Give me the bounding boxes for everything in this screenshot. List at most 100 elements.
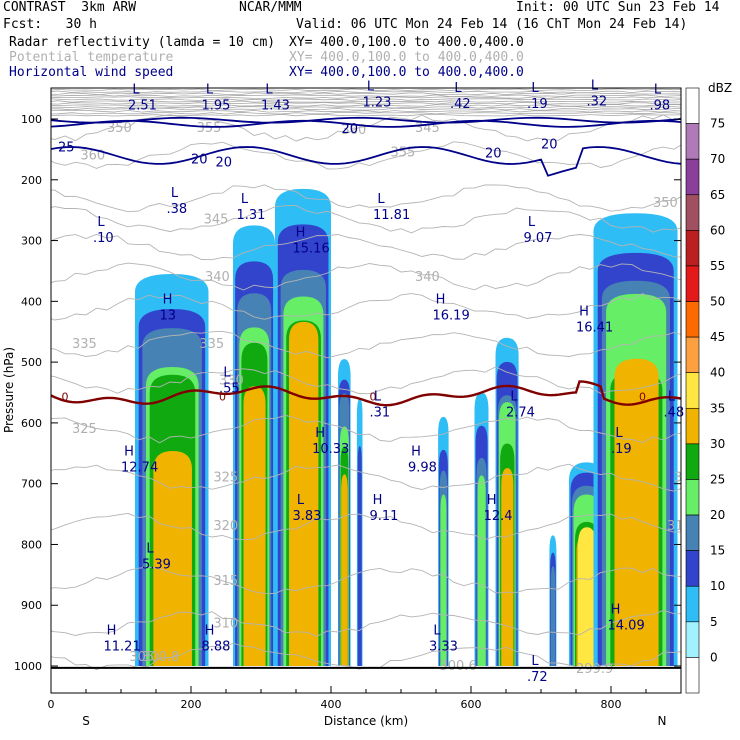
theta-contour-line (51, 102, 681, 105)
reflectivity-contour-10dbz (357, 446, 362, 667)
extremum-low-marker: L (297, 493, 305, 508)
y-tick-label: 600 (21, 417, 42, 430)
theta-contour-line (51, 98, 681, 101)
theta-contour-label: 300.6 (440, 659, 477, 674)
extremum-value-label: .55 (219, 381, 240, 396)
colorbar-swatch (685, 123, 700, 160)
theta-contour-label: 360 (80, 148, 105, 163)
theta-contour-line (51, 205, 681, 234)
theta-contour-line (51, 111, 681, 115)
extremum-high-marker: H (124, 444, 134, 459)
extremum-low-marker: L (615, 426, 623, 441)
extremum-low-marker: L (367, 80, 375, 95)
colorbar-swatch (685, 336, 700, 374)
extremum-value-label: .98 (650, 99, 671, 114)
reflectivity-contour-15dbz (550, 566, 556, 667)
theta-contour-label: 325 (72, 422, 97, 437)
extremum-value-label: 1.31 (237, 208, 266, 223)
colorbar-level-label: 75 (710, 117, 725, 131)
theta-contour-line (51, 141, 681, 170)
theta-contour-line (51, 105, 681, 109)
theta-contour-line (51, 100, 681, 103)
extremum-value-label: 16.41 (576, 321, 613, 336)
x-end-label-north: N (658, 714, 667, 728)
colorbar-level-label: 35 (710, 401, 725, 415)
colorbar-swatch (685, 87, 700, 124)
extremum-low-marker: L (265, 83, 273, 98)
extremum-value-label: 2.51 (128, 99, 157, 114)
colorbar-level-label: 15 (710, 544, 725, 558)
reflectivity-contour-20dbz (440, 494, 447, 667)
colorbar-level-label: 25 (710, 472, 725, 486)
freezing-level-label: 0 (219, 391, 226, 404)
extremum-low-marker: L (241, 192, 249, 207)
extremum-value-label: 9.98 (408, 460, 437, 475)
colorbar-level-label: 65 (710, 188, 725, 202)
theta-contour-line (51, 330, 681, 359)
y-tick-label: 900 (21, 599, 42, 612)
extremum-value-label: 2.74 (506, 406, 535, 421)
colorbar-swatch (685, 585, 700, 623)
field-xy-theta: XY= 400.0,100.0 to 400.0,400.0 (289, 50, 524, 65)
theta-contour-line (51, 88, 681, 92)
wind-contour-label: 20 (342, 122, 359, 137)
field-name-wind: Horizontal wind speed (9, 65, 174, 80)
colorbar-swatch (685, 657, 700, 694)
extremum-value-label: 3.33 (429, 640, 458, 655)
extremum-value-label: .19 (611, 442, 632, 457)
colorbar-units-label: dBZ (708, 81, 732, 95)
extremum-high-marker: H (411, 444, 421, 459)
colorbar-swatch (685, 550, 700, 587)
field-xy-reflectivity: XY= 400.0,100.0 to 400.0,400.0 (289, 35, 524, 50)
colorbar-level-label: 55 (710, 259, 725, 273)
extremum-high-marker: H (163, 292, 173, 307)
x-tick-label: 200 (181, 698, 202, 711)
colorbar-level-label: 60 (710, 223, 725, 237)
extremum-value-label: 3.83 (293, 509, 322, 524)
x-tick-label: 800 (601, 698, 622, 711)
center-title: NCAR/MMM (239, 0, 302, 15)
extremum-value-label: .31 (370, 406, 391, 421)
colorbar-swatch (685, 230, 700, 267)
extremum-value-label: .32 (587, 94, 608, 109)
extremum-low-marker: L (223, 365, 231, 380)
colorbar-level-label: 0 (710, 650, 718, 664)
extremum-value-label: .38 (167, 202, 188, 217)
wind-speed-contours: 25 20 20 20 20 20 (51, 116, 681, 177)
reflectivity-contour-30dbz (614, 358, 659, 667)
colorbar-swatch (685, 443, 700, 480)
extremum-high-marker: H (487, 493, 497, 508)
theta-contour-line (51, 96, 681, 99)
wind-contour-line (51, 116, 681, 124)
x-tick-label: 600 (461, 698, 482, 711)
extremum-low-marker: L (433, 624, 441, 639)
extremum-value-label: .48 (664, 406, 685, 421)
freezing-level-label: 0 (370, 391, 377, 404)
model-title: CONTRAST 3km ARW (3, 0, 137, 15)
y-tick-label: 400 (21, 295, 42, 308)
theta-contour-label: 350 (653, 196, 678, 211)
theta-contour-line (51, 566, 681, 594)
wind-contour-label: 25 (58, 140, 75, 155)
reflectivity-contour-30dbz (289, 321, 319, 667)
extremum-value-label: .19 (527, 97, 548, 112)
x-end-label-south: S (82, 714, 90, 728)
theta-contour-line (51, 293, 681, 321)
colorbar-swatch (685, 301, 700, 338)
colorbar-level-label: 20 (710, 508, 725, 522)
colorbar-swatch (685, 407, 700, 445)
extremum-low-marker: L (97, 215, 105, 230)
theta-contour-label: 335 (199, 337, 224, 352)
extremum-high-marker: H (107, 624, 117, 639)
x-axis-label: Distance (km) (324, 714, 408, 728)
extremum-low-marker: L (377, 192, 385, 207)
x-tick-label: 0 (48, 698, 55, 711)
extremum-value-label: 9.11 (370, 509, 399, 524)
y-tick-label: 800 (21, 538, 42, 551)
theta-contour-label: 315 (213, 574, 238, 589)
freezing-level-label: 0 (62, 391, 69, 404)
extremum-value-label: .10 (93, 231, 114, 246)
